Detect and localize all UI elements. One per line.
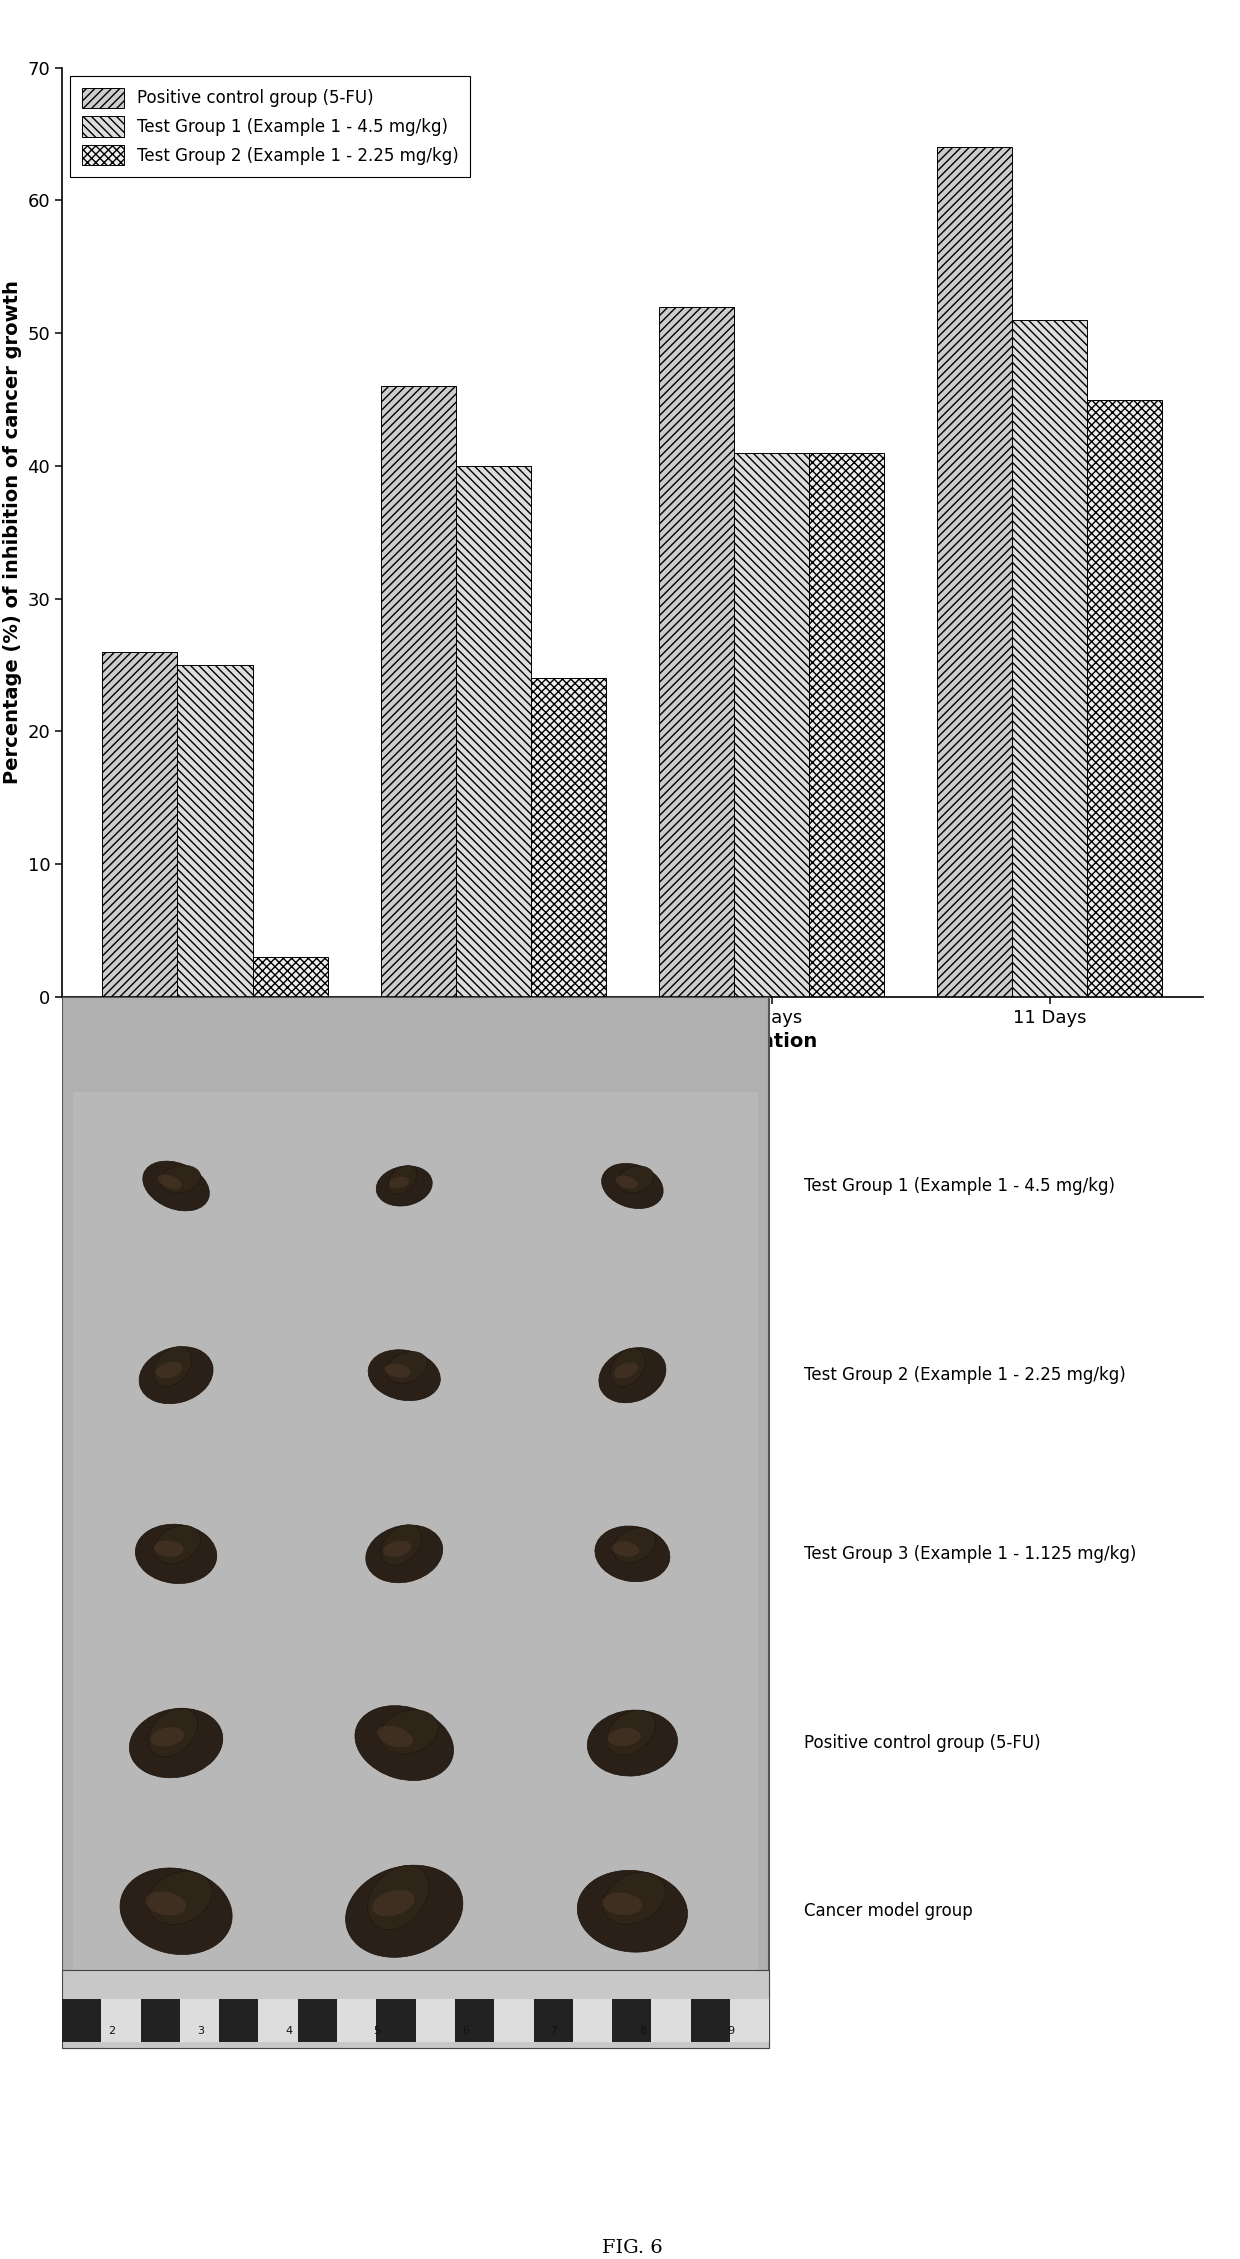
Bar [533,1999,573,2042]
Bar [258,1999,298,2042]
Bar [455,1999,495,2042]
Ellipse shape [601,1163,663,1209]
Ellipse shape [595,1527,670,1581]
Bar [937,147,1012,996]
Text: FIG. 5: FIG. 5 [603,1118,662,1136]
Bar [102,1999,140,2042]
Ellipse shape [150,1728,185,1746]
Text: 2: 2 [108,2026,115,2035]
Bar [730,1999,769,2042]
Ellipse shape [388,1166,417,1195]
Ellipse shape [588,1710,677,1776]
Bar [180,1999,219,2042]
Bar [298,1999,337,2042]
Ellipse shape [618,1166,653,1193]
Ellipse shape [613,1541,639,1556]
Ellipse shape [149,1708,197,1758]
Ellipse shape [139,1346,213,1403]
Bar [456,465,531,996]
Ellipse shape [614,1362,639,1378]
Ellipse shape [145,1891,186,1916]
Text: 3: 3 [197,2026,203,2035]
Bar [177,664,253,996]
Bar [495,1999,533,2042]
Text: 8: 8 [639,2026,646,2035]
Text: Cancer model group: Cancer model group [804,1902,972,1920]
Text: FIG. 6: FIG. 6 [603,2239,662,2257]
Bar [658,307,734,996]
Ellipse shape [389,1177,409,1188]
Bar [734,452,808,996]
Bar [651,1999,691,2042]
Bar [377,1999,415,2042]
Bar [62,1970,769,2049]
Ellipse shape [610,1349,645,1387]
Ellipse shape [603,1893,642,1916]
Bar [691,1999,730,2042]
Ellipse shape [143,1161,210,1211]
Ellipse shape [346,1866,463,1956]
Y-axis label: Percentage (%) of inhibition of cancer growth: Percentage (%) of inhibition of cancer g… [2,280,22,784]
Bar [337,1999,377,2042]
X-axis label: Number of days of administration: Number of days of administration [448,1032,817,1050]
Text: Test Group 2 (Example 1 - 2.25 mg/kg): Test Group 2 (Example 1 - 2.25 mg/kg) [804,1367,1125,1385]
Ellipse shape [608,1728,641,1746]
Text: 4: 4 [285,2026,293,2035]
Ellipse shape [160,1166,201,1193]
Ellipse shape [384,1364,410,1378]
Ellipse shape [156,1362,182,1378]
Text: Positive control group (5-FU): Positive control group (5-FU) [804,1735,1040,1753]
Bar [415,1999,455,2042]
Bar [253,958,327,996]
Ellipse shape [155,1525,201,1563]
Ellipse shape [615,1175,637,1188]
Ellipse shape [120,1868,232,1954]
Bar [219,1999,258,2042]
Ellipse shape [135,1525,217,1584]
Bar [62,1999,102,2042]
Ellipse shape [376,1166,433,1206]
Bar [140,1999,180,2042]
Bar [1087,400,1162,996]
Ellipse shape [368,1866,429,1929]
Ellipse shape [386,1351,428,1383]
Ellipse shape [578,1870,687,1952]
Bar [808,452,884,996]
Bar [62,996,769,2049]
Bar [103,651,177,996]
Bar [573,1999,613,2042]
Ellipse shape [599,1349,666,1403]
Ellipse shape [606,1710,655,1755]
Bar [1012,321,1087,996]
Ellipse shape [368,1349,440,1401]
Text: 9: 9 [727,2026,734,2035]
Ellipse shape [603,1873,666,1925]
Ellipse shape [154,1346,191,1387]
Ellipse shape [129,1708,223,1778]
Text: 6: 6 [463,2026,469,2035]
Text: 5: 5 [373,2026,381,2035]
Text: Test Group 1 (Example 1 - 4.5 mg/kg): Test Group 1 (Example 1 - 4.5 mg/kg) [804,1177,1115,1195]
Ellipse shape [613,1527,656,1563]
Ellipse shape [148,1870,212,1925]
Text: Test Group 3 (Example 1 - 1.125 mg/kg): Test Group 3 (Example 1 - 1.125 mg/kg) [804,1545,1136,1563]
Ellipse shape [372,1891,414,1916]
Bar [381,386,456,996]
Ellipse shape [381,1710,438,1753]
Ellipse shape [383,1541,412,1556]
Ellipse shape [157,1175,182,1188]
Text: 7: 7 [551,2026,558,2035]
Ellipse shape [381,1525,422,1565]
Legend: Positive control group (5-FU), Test Group 1 (Example 1 - 4.5 mg/kg), Test Group : Positive control group (5-FU), Test Grou… [71,77,470,176]
Ellipse shape [366,1525,443,1584]
Bar [531,678,606,996]
Bar [613,1999,651,2042]
Ellipse shape [154,1541,184,1556]
Bar [73,1093,758,2035]
Ellipse shape [355,1706,454,1780]
Ellipse shape [377,1726,413,1746]
